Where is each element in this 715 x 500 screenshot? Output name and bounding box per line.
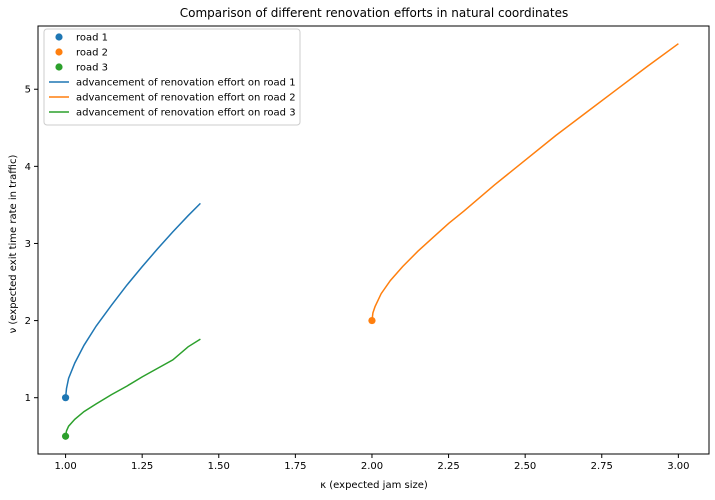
series-line-road-1: [64, 202, 201, 398]
legend-marker: [55, 33, 63, 41]
plot-area: [37, 25, 710, 455]
series-line-road-2: [371, 43, 679, 321]
x-tick-label: 2.50: [514, 461, 536, 472]
y-tick-label: 2: [25, 316, 31, 327]
legend-label: road 3: [76, 63, 108, 74]
y-tick-label: 1: [25, 393, 31, 404]
x-tick-label: 2.00: [361, 461, 383, 472]
legend-marker: [55, 48, 63, 56]
legend-label: advancement of renovation effort on road…: [76, 78, 296, 89]
y-tick-label: 3: [25, 239, 31, 250]
y-tick-label: 4: [25, 162, 31, 173]
legend-marker: [55, 63, 63, 71]
x-tick-label: 1.75: [284, 461, 306, 472]
x-tick-label: 3.00: [667, 461, 689, 472]
y-axis-label: ν (expected exit time rate in traffic): [8, 155, 19, 334]
legend-frame: [43, 28, 301, 126]
legend: road 1 road 2 road 3 advancement of renovat…: [43, 28, 301, 126]
y-tick-label: 5: [25, 85, 31, 96]
x-tick-label: 1.00: [54, 461, 76, 472]
legend-label: road 1: [76, 33, 108, 44]
scatter-point-road-2: [368, 316, 376, 325]
x-tick-label: 2.75: [591, 461, 613, 472]
x-axis-ticks: 1.00 1.25 1.50 1.75 2.00 2.25 2.50 2.75 3.00: [54, 454, 689, 472]
scatter-point-road-3: [61, 432, 70, 440]
chart-title: Comparison of different renovation effor…: [180, 6, 569, 20]
scatter-point-road-1: [61, 394, 70, 402]
x-tick-label: 2.25: [437, 461, 459, 472]
x-tick-label: 1.50: [208, 461, 230, 472]
x-axis-label: κ (expected jam size): [320, 480, 428, 491]
plot-frame: [37, 25, 710, 455]
y-axis-ticks: 1 2 3 4 5: [25, 85, 38, 404]
legend-label: advancement of renovation effort on road…: [76, 108, 296, 119]
legend-label: road 2: [76, 48, 108, 59]
series-line-road-3: [64, 338, 201, 437]
legend-label: advancement of renovation effort on road…: [76, 93, 296, 104]
x-tick-label: 1.25: [131, 461, 153, 472]
